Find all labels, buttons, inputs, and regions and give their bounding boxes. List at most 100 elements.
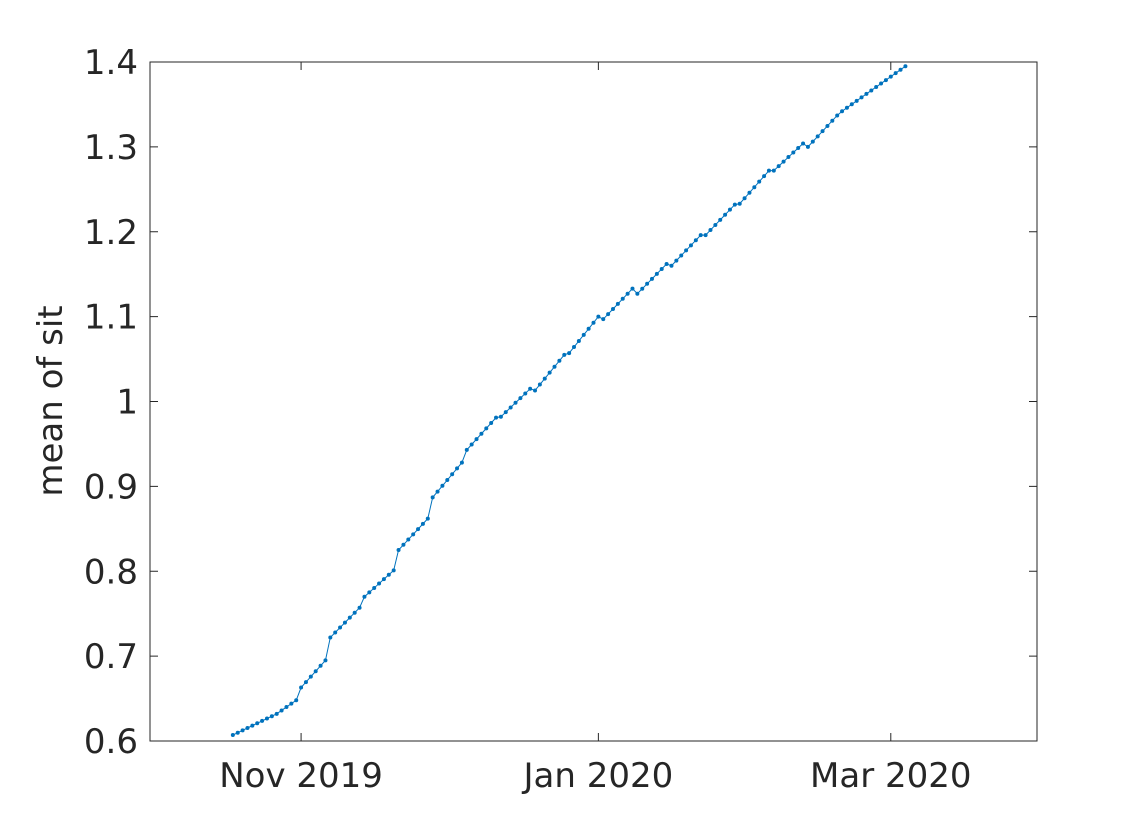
data-point (869, 88, 874, 93)
data-point (269, 714, 274, 719)
data-point (245, 725, 250, 730)
data-point (557, 358, 562, 363)
data-point (260, 718, 265, 723)
data-point (279, 708, 284, 713)
data-point (898, 67, 903, 72)
data-point (576, 338, 581, 343)
data-point (849, 102, 854, 107)
data-point (630, 286, 635, 291)
data-point (435, 489, 440, 494)
data-point (240, 728, 245, 733)
data-point (747, 190, 752, 195)
y-tick-label: 0.6 (84, 722, 138, 762)
data-point (810, 139, 815, 144)
data-point (381, 577, 386, 582)
data-point (323, 658, 328, 663)
data-point (601, 317, 606, 322)
data-point (362, 594, 367, 599)
data-point (401, 542, 406, 547)
data-point (679, 253, 684, 258)
data-point (674, 258, 679, 263)
data-point (649, 276, 654, 281)
data-point (425, 516, 430, 521)
data-point (494, 415, 499, 420)
data-point (752, 185, 757, 190)
data-point (732, 202, 737, 207)
data-point (801, 141, 806, 146)
data-point (659, 266, 664, 271)
data-point (464, 447, 469, 452)
x-tick-label: Mar 2020 (810, 756, 971, 796)
data-point (537, 382, 542, 387)
data-point (854, 98, 859, 103)
data-point (903, 64, 908, 69)
data-point (386, 572, 391, 577)
data-point (406, 537, 411, 542)
y-tick-label: 1.3 (84, 128, 138, 168)
data-point (757, 179, 762, 184)
data-point (581, 332, 586, 337)
data-point (888, 74, 893, 79)
data-point (835, 113, 840, 118)
data-point (703, 233, 708, 238)
data-point (815, 134, 820, 139)
data-point (333, 630, 338, 635)
data-point (299, 685, 304, 690)
data-point (766, 168, 771, 173)
data-point (372, 585, 377, 590)
data-point (347, 615, 352, 620)
data-point (479, 431, 484, 436)
data-point (420, 521, 425, 526)
data-point (342, 620, 347, 625)
data-point (513, 400, 518, 405)
y-axis-label: mean of sit (31, 305, 71, 496)
tick-labels: 0.6 0.7 0.8 0.9 1 1.1 1.2 1.3 1.4 Nov 2019 Jan 202… (84, 43, 972, 796)
data-point (610, 306, 615, 311)
data-point (684, 248, 689, 253)
data-point (830, 118, 835, 123)
data-point (498, 414, 503, 419)
data-point (235, 730, 240, 735)
y-tick-label: 0.8 (84, 552, 138, 592)
data-point (313, 669, 318, 674)
data-point (776, 164, 781, 169)
data-point (303, 680, 308, 685)
data-point (430, 495, 435, 500)
data-point (230, 733, 235, 738)
data-point (445, 478, 450, 483)
data-point (708, 228, 713, 233)
data-point (635, 291, 640, 296)
data-point (450, 472, 455, 477)
data-point (416, 527, 421, 532)
data-point (489, 421, 494, 425)
data-point (664, 262, 669, 266)
data-point (688, 243, 693, 248)
data-point (338, 625, 343, 630)
data-point (606, 312, 611, 317)
y-tick-label: 1.2 (84, 213, 138, 253)
data-point (523, 391, 528, 396)
data-point (596, 314, 601, 319)
data-point (328, 635, 333, 640)
data-point (893, 71, 898, 76)
data-point (308, 674, 313, 679)
data-point (805, 144, 810, 149)
data-point (874, 85, 879, 90)
data-point (762, 174, 767, 179)
data-point (455, 466, 460, 471)
data-point (562, 352, 567, 357)
data-point (411, 532, 416, 537)
x-tick-label: Jan 2020 (521, 756, 673, 796)
data-point (542, 376, 547, 381)
data-point (367, 590, 372, 595)
data-point (771, 168, 776, 173)
data-point (255, 721, 260, 726)
data-point (654, 271, 659, 276)
data-point (274, 711, 279, 716)
data-point (693, 238, 698, 243)
data-point (737, 201, 742, 206)
data-point (552, 364, 557, 369)
plot-area (149, 61, 1038, 742)
data-point (474, 437, 479, 442)
data-point (572, 345, 577, 350)
